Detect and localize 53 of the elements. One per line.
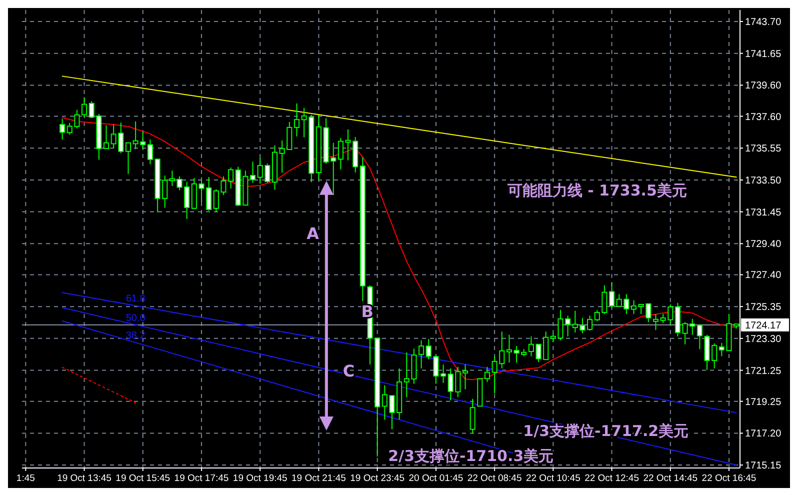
y-tick-label: 1715.15 bbox=[745, 460, 782, 472]
candlestick bbox=[103, 124, 110, 150]
y-tick-label: 1725.35 bbox=[745, 302, 782, 314]
series-label: 61.8 bbox=[126, 294, 146, 305]
y-tick-label: 1737.60 bbox=[745, 112, 782, 123]
candlestick bbox=[696, 324, 702, 350]
y-tick-label: 1723.30 bbox=[745, 334, 782, 345]
y-tick-label: 1729.40 bbox=[745, 239, 782, 250]
x-tick-label: 19 Oct 13:45 bbox=[57, 473, 112, 484]
candlestick bbox=[294, 102, 300, 137]
y-tick-label: 1731.45 bbox=[745, 207, 782, 218]
ref-line-label: 1724.17 bbox=[745, 320, 782, 332]
y-tick-label: 1727.40 bbox=[745, 270, 782, 282]
x-tick-label: 22 Oct 14:45 bbox=[643, 473, 698, 484]
candlestick bbox=[506, 334, 512, 364]
x-tick-label: 19 Oct 23:45 bbox=[350, 473, 405, 484]
y-tick-label: 1739.60 bbox=[745, 80, 782, 92]
candlestick bbox=[462, 364, 468, 390]
x-tick-label: 20 Oct 01:45 bbox=[408, 473, 464, 484]
x-tick-label: 19 Oct 19:45 bbox=[232, 473, 288, 484]
y-tick-label: 1719.25 bbox=[745, 396, 782, 408]
candlestick bbox=[125, 142, 132, 174]
candlestick bbox=[82, 96, 88, 118]
x-tick-label: 22 Oct 16:45 bbox=[702, 473, 756, 484]
candlestick bbox=[470, 398, 476, 434]
x-tick-label: 19 Oct 21:45 bbox=[292, 473, 346, 484]
series-label: 50.0 bbox=[126, 312, 146, 324]
candlestick bbox=[60, 118, 66, 140]
y-tick-label: 1743.70 bbox=[745, 16, 782, 28]
x-tick-label: 19 Oct 15:45 bbox=[116, 473, 170, 484]
candlestick bbox=[338, 138, 344, 170]
x-tick-label: 22 Oct 12:45 bbox=[584, 473, 639, 484]
candlestick bbox=[440, 364, 446, 384]
series-label: 38.2 bbox=[126, 330, 146, 342]
candlestick bbox=[630, 300, 637, 315]
annotation: B bbox=[361, 302, 374, 321]
y-tick-label: 1717.20 bbox=[745, 428, 782, 440]
y-tick-label: 1735.55 bbox=[745, 144, 782, 155]
candlestick bbox=[652, 314, 659, 331]
y-tick-label: 1741.65 bbox=[745, 48, 782, 60]
y-tick-label: 1721.25 bbox=[745, 366, 782, 377]
x-tick-label: 22 Oct 08:45 bbox=[467, 473, 522, 484]
x-tick-label: 19 Oct 17:45 bbox=[174, 473, 229, 484]
candlestick bbox=[418, 340, 424, 369]
candlestick bbox=[250, 161, 256, 184]
candlestick bbox=[484, 366, 490, 382]
annotation: 可能阻力线 - 1733.5美元 bbox=[506, 181, 687, 200]
y-tick-label: 1733.50 bbox=[745, 175, 782, 186]
x-tick-label: 1:45 bbox=[16, 473, 35, 484]
x-tick-label: 22 Oct 10:45 bbox=[526, 473, 580, 484]
candlestick bbox=[609, 282, 615, 308]
annotation: A bbox=[306, 224, 320, 243]
candlestick bbox=[147, 139, 153, 165]
